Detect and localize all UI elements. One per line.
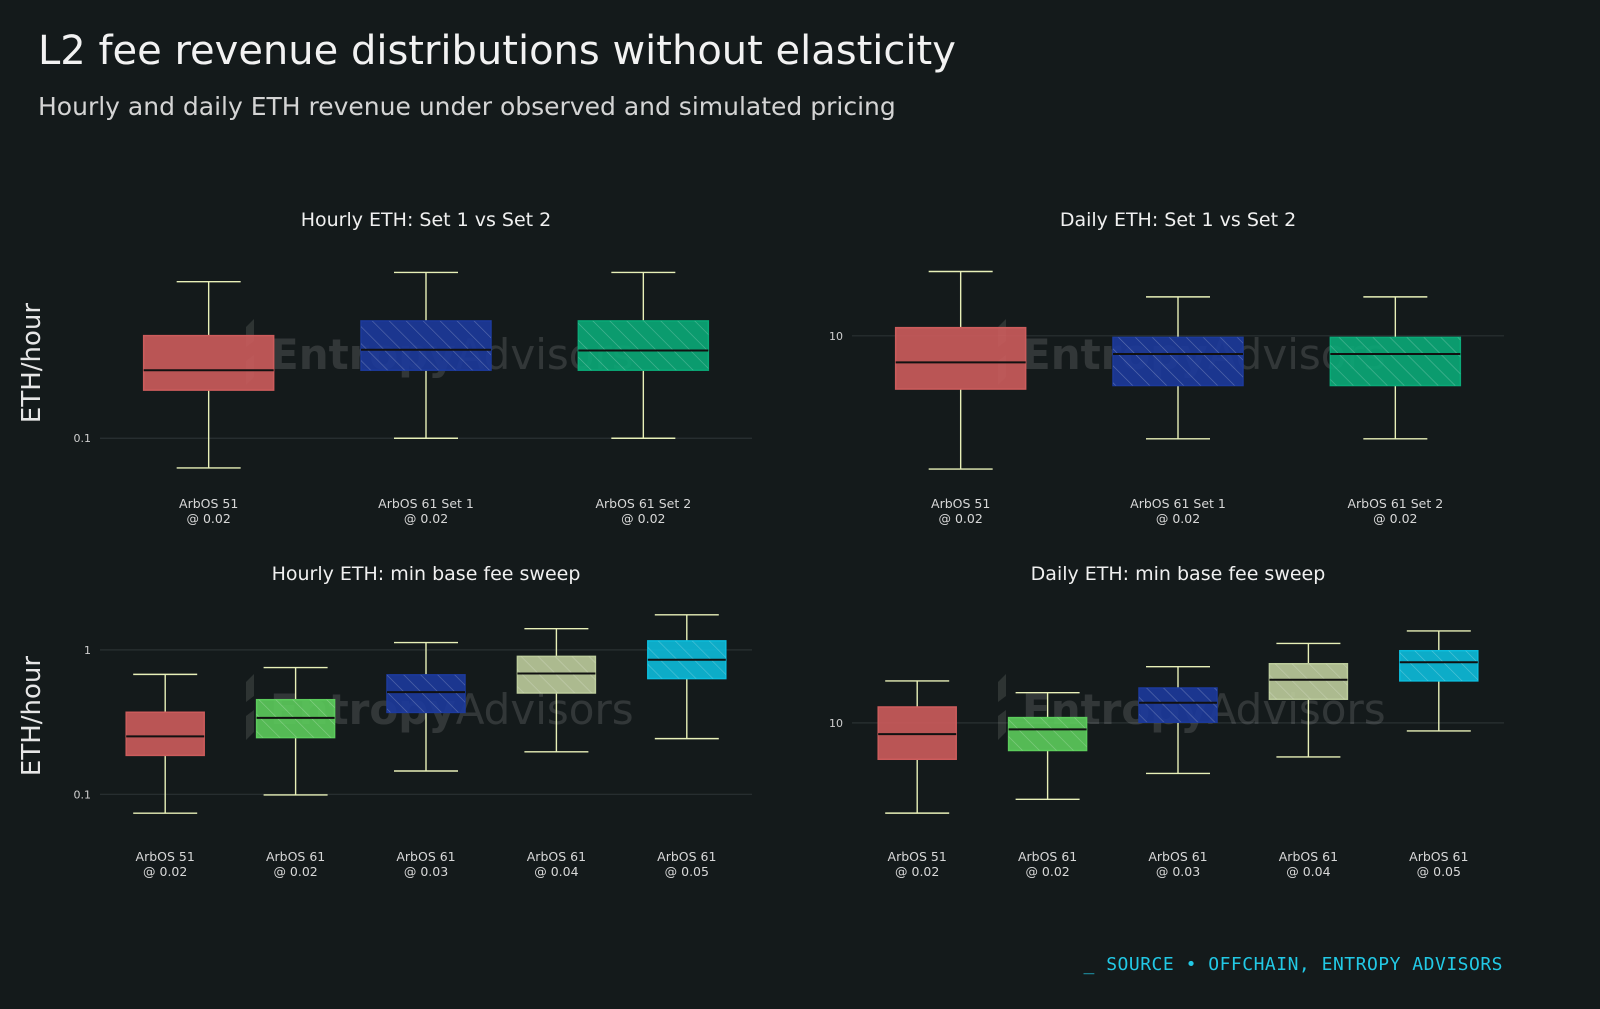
box-1: ArbOS 51 @ 0.02	[894, 270, 1027, 526]
x-tick-label: ArbOS 61 @ 0.03	[1148, 849, 1207, 879]
x-tick-label: ArbOS 61 @ 0.03	[396, 849, 455, 879]
x-tick-label: ArbOS 61 @ 0.04	[1279, 849, 1338, 879]
box-3: ArbOS 61 @ 0.03	[386, 641, 466, 879]
chart-panel-1: Hourly ETH: Set 1 vs Set 2ETH/hour0.1Ent…	[17, 209, 752, 526]
x-tick-label: ArbOS 51 @ 0.02	[888, 849, 947, 879]
box-body	[142, 334, 275, 391]
chart-title: Daily ETH: Set 1 vs Set 2	[1060, 209, 1296, 231]
box-hatch	[517, 656, 596, 693]
box-hatch	[1139, 687, 1217, 723]
box-body	[894, 326, 1027, 390]
box-1: ArbOS 51 @ 0.02	[142, 280, 275, 526]
box-5: ArbOS 61 @ 0.05	[1399, 630, 1479, 879]
chart-title: Hourly ETH: Set 1 vs Set 2	[301, 209, 552, 231]
box-4: ArbOS 61 @ 0.04	[516, 627, 597, 879]
box-2: ArbOS 61 @ 0.02	[255, 666, 336, 879]
logo-mark-icon	[246, 674, 254, 740]
box-2: ArbOS 61 @ 0.02	[1007, 692, 1088, 879]
box-3: ArbOS 61 Set 2 @ 0.02	[577, 271, 710, 526]
y-tick-label: 10	[829, 330, 843, 343]
chart-title: Hourly ETH: min base fee sweep	[272, 563, 581, 585]
box-1: ArbOS 51 @ 0.02	[877, 680, 957, 879]
y-axis-label: ETH/hour	[17, 656, 47, 776]
x-tick-label: ArbOS 61 @ 0.05	[657, 849, 716, 879]
box-4: ArbOS 61 @ 0.04	[1268, 642, 1349, 879]
box-2: ArbOS 61 Set 1 @ 0.02	[1112, 296, 1244, 526]
y-axis-label: ETH/hour	[17, 303, 47, 423]
x-tick-label: ArbOS 61 @ 0.05	[1409, 849, 1468, 879]
box-hatch	[578, 320, 709, 371]
box-hatch	[1269, 663, 1348, 700]
x-tick-label: ArbOS 51 @ 0.02	[136, 849, 195, 879]
box-2: ArbOS 61 Set 1 @ 0.02	[360, 271, 492, 526]
x-tick-label: ArbOS 61 Set 1 @ 0.02	[378, 496, 474, 526]
box-1: ArbOS 51 @ 0.02	[125, 673, 205, 879]
page-title: L2 fee revenue distributions without ela…	[38, 28, 956, 74]
box-hatch	[1399, 650, 1478, 681]
y-tick-label: 0.1	[74, 788, 92, 801]
x-tick-label: ArbOS 61 @ 0.04	[527, 849, 586, 879]
x-tick-label: ArbOS 61 Set 1 @ 0.02	[1130, 496, 1226, 526]
chart-panel-2: Daily ETH: Set 1 vs Set 210EntropyAdviso…	[829, 209, 1504, 526]
logo-mark-icon	[998, 674, 1006, 740]
box-3: ArbOS 61 Set 2 @ 0.02	[1329, 296, 1462, 526]
box-hatch	[1008, 717, 1087, 751]
box-5: ArbOS 61 @ 0.05	[647, 614, 727, 879]
chart-panel-3: Hourly ETH: min base fee sweep ETH/hour 0.…	[17, 563, 752, 879]
y-tick-label: 10	[829, 717, 843, 730]
x-tick-label: ArbOS 61 Set 2 @ 0.02	[1347, 496, 1443, 526]
x-tick-label: ArbOS 51 @ 0.02	[931, 496, 990, 526]
y-tick-label: 0.1	[74, 432, 92, 445]
box-hatch	[361, 320, 491, 371]
box-hatch	[1113, 337, 1243, 386]
y-tick-label: 1	[84, 644, 91, 657]
source-credit: _ SOURCE • OFFCHAIN, ENTROPY ADVISORS	[1083, 954, 1503, 975]
x-tick-label: ArbOS 61 @ 0.02	[1018, 849, 1077, 879]
page-subtitle: Hourly and daily ETH revenue under obser…	[38, 92, 896, 121]
box-body	[125, 711, 205, 757]
box-3: ArbOS 61 @ 0.03	[1138, 666, 1218, 879]
box-hatch	[387, 674, 465, 713]
x-tick-label: ArbOS 61 Set 2 @ 0.02	[595, 496, 691, 526]
box-hatch	[1330, 337, 1461, 386]
x-tick-label: ArbOS 61 @ 0.02	[266, 849, 325, 879]
chart-title: Daily ETH: min base fee sweep	[1031, 563, 1326, 585]
x-tick-label: ArbOS 51 @ 0.02	[179, 496, 238, 526]
